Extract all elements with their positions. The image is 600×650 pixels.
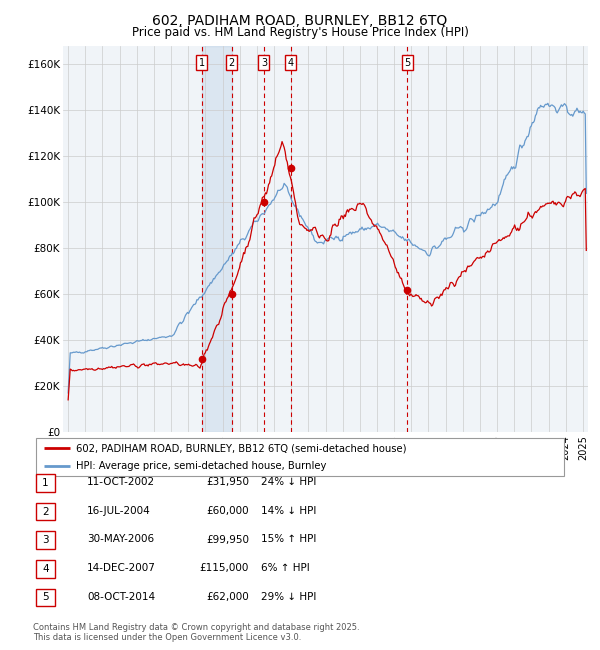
Text: HPI: Average price, semi-detached house, Burnley: HPI: Average price, semi-detached house,… xyxy=(76,461,326,471)
Text: 1: 1 xyxy=(199,58,205,68)
Text: 3: 3 xyxy=(42,535,49,545)
Text: 5: 5 xyxy=(404,58,410,68)
Text: 2: 2 xyxy=(42,506,49,517)
Text: Price paid vs. HM Land Registry's House Price Index (HPI): Price paid vs. HM Land Registry's House … xyxy=(131,26,469,39)
Text: £60,000: £60,000 xyxy=(206,506,249,516)
Text: 602, PADIHAM ROAD, BURNLEY, BB12 6TQ (semi-detached house): 602, PADIHAM ROAD, BURNLEY, BB12 6TQ (se… xyxy=(76,443,406,453)
Bar xyxy=(202,46,232,432)
Text: 11-OCT-2002: 11-OCT-2002 xyxy=(87,477,155,488)
Text: 30-MAY-2006: 30-MAY-2006 xyxy=(87,534,154,545)
Text: 4: 4 xyxy=(42,564,49,574)
Text: £99,950: £99,950 xyxy=(206,534,249,545)
Text: 5: 5 xyxy=(42,592,49,603)
Text: £115,000: £115,000 xyxy=(200,563,249,573)
Text: Contains HM Land Registry data © Crown copyright and database right 2025.
This d: Contains HM Land Registry data © Crown c… xyxy=(33,623,359,642)
Text: 6% ↑ HPI: 6% ↑ HPI xyxy=(261,563,310,573)
Text: 08-OCT-2014: 08-OCT-2014 xyxy=(87,592,155,602)
Text: 4: 4 xyxy=(287,58,293,68)
Text: 16-JUL-2004: 16-JUL-2004 xyxy=(87,506,151,516)
Text: 602, PADIHAM ROAD, BURNLEY, BB12 6TQ: 602, PADIHAM ROAD, BURNLEY, BB12 6TQ xyxy=(152,14,448,29)
Text: 3: 3 xyxy=(261,58,267,68)
Text: 15% ↑ HPI: 15% ↑ HPI xyxy=(261,534,316,545)
Text: £31,950: £31,950 xyxy=(206,477,249,488)
Text: 1: 1 xyxy=(42,478,49,488)
Text: 14% ↓ HPI: 14% ↓ HPI xyxy=(261,506,316,516)
Text: 24% ↓ HPI: 24% ↓ HPI xyxy=(261,477,316,488)
Text: 29% ↓ HPI: 29% ↓ HPI xyxy=(261,592,316,602)
Text: £62,000: £62,000 xyxy=(206,592,249,602)
Text: 14-DEC-2007: 14-DEC-2007 xyxy=(87,563,156,573)
Text: 2: 2 xyxy=(229,58,235,68)
